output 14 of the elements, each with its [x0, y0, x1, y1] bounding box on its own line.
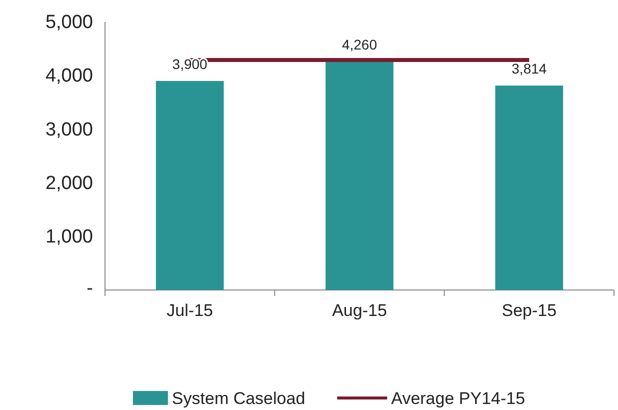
x-tick-label: Jul-15: [166, 301, 213, 320]
x-tick-label: Sep-15: [502, 301, 557, 320]
legend-label: Average PY14-15: [391, 389, 526, 408]
y-tick-label: 3,000: [45, 119, 93, 140]
y-tick-label: 1,000: [45, 226, 93, 248]
y-tick-label: 4,000: [45, 66, 93, 87]
y-tick-label: 5,000: [45, 12, 93, 34]
y-tick-label: -: [86, 278, 93, 300]
legend-label: System Caseload: [172, 389, 306, 408]
data-label: 3,900: [172, 56, 208, 72]
x-tick-label: Aug-15: [332, 301, 387, 320]
y-tick-label: 2,000: [45, 172, 93, 194]
data-label: 4,260: [342, 36, 378, 53]
data-label: 3,814: [512, 60, 547, 77]
